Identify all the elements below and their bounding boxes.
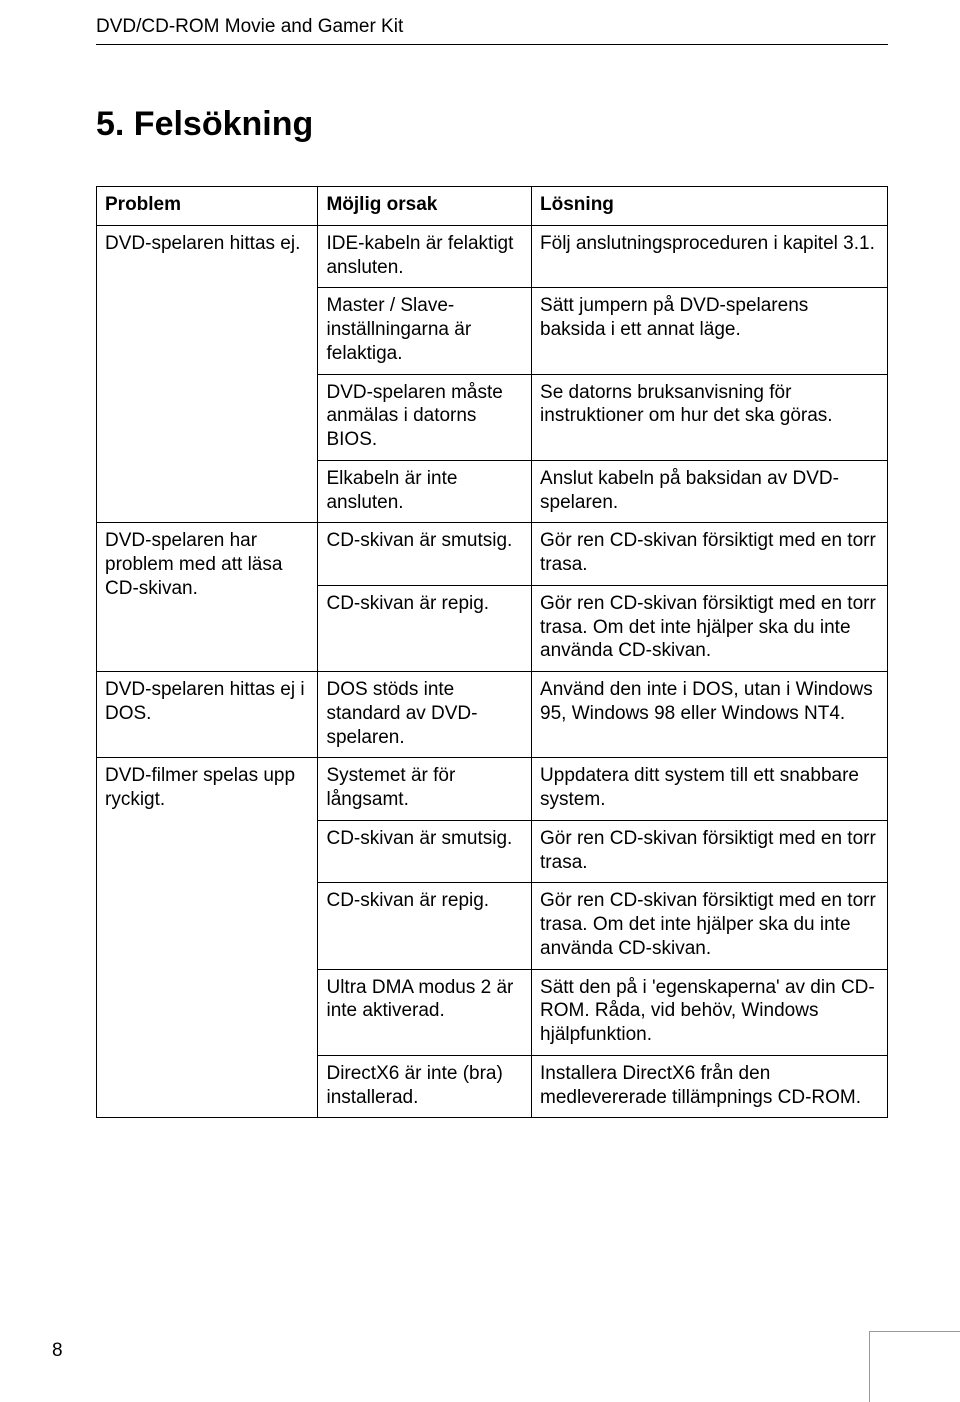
cell-cause: Systemet är för långsamt. — [318, 758, 532, 821]
cell-solution: Anslut kabeln på baksidan av DVD-spelare… — [532, 460, 888, 523]
cell-solution: Sätt den på i 'egenskaperna' av din CD-R… — [532, 969, 888, 1055]
cell-cause: Master / Slave-inställningarna är felakt… — [318, 288, 532, 374]
table-header-row: Problem Möjlig orsak Lösning — [97, 187, 888, 226]
cell-solution: Gör ren CD-skivan försiktigt med en torr… — [532, 585, 888, 671]
th-problem: Problem — [97, 187, 318, 226]
cell-problem: DVD-spelaren har problem med att läsa CD… — [97, 523, 318, 672]
th-cause: Möjlig orsak — [318, 187, 532, 226]
cell-cause: CD-skivan är repig. — [318, 585, 532, 671]
table-row: DVD-spelaren hittas ej i DOS. DOS stöds … — [97, 672, 888, 758]
cell-problem: DVD-filmer spelas upp ryckigt. — [97, 758, 318, 1118]
cell-cause: CD-skivan är smutsig. — [318, 820, 532, 883]
page-number: 8 — [52, 1340, 63, 1362]
section-title: 5. Felsökning — [96, 105, 888, 144]
page: DVD/CD-ROM Movie and Gamer Kit 5. Felsök… — [0, 0, 960, 1402]
cell-cause: Elkabeln är inte ansluten. — [318, 460, 532, 523]
cell-cause: CD-skivan är repig. — [318, 883, 532, 969]
cell-solution: Gör ren CD-skivan försiktigt med en torr… — [532, 820, 888, 883]
page-corner-decoration — [870, 1332, 960, 1402]
cell-solution: Sätt jumpern på DVD-spelarens baksida i … — [532, 288, 888, 374]
cell-solution: Uppdatera ditt system till ett snabbare … — [532, 758, 888, 821]
cell-solution: Se datorns bruksanvisning för instruktio… — [532, 374, 888, 460]
cell-solution: Installera DirectX6 från den medleverera… — [532, 1055, 888, 1118]
cell-cause: CD-skivan är smutsig. — [318, 523, 532, 586]
cell-problem: DVD-spelaren hittas ej i DOS. — [97, 672, 318, 758]
cell-cause: IDE-kabeln är felaktigt ansluten. — [318, 225, 532, 288]
cell-problem: DVD-spelaren hittas ej. — [97, 225, 318, 523]
cell-cause: DVD-spelaren måste anmälas i datorns BIO… — [318, 374, 532, 460]
cell-solution: Gör ren CD-skivan försiktigt med en torr… — [532, 883, 888, 969]
running-header: DVD/CD-ROM Movie and Gamer Kit — [96, 16, 888, 45]
th-solution: Lösning — [532, 187, 888, 226]
cell-cause: DirectX6 är inte (bra) installerad. — [318, 1055, 532, 1118]
table-row: DVD-spelaren har problem med att läsa CD… — [97, 523, 888, 586]
cell-solution: Gör ren CD-skivan försiktigt med en torr… — [532, 523, 888, 586]
cell-solution: Använd den inte i DOS, utan i Windows 95… — [532, 672, 888, 758]
troubleshoot-table: Problem Möjlig orsak Lösning DVD-spelare… — [96, 186, 888, 1118]
cell-cause: DOS stöds inte standard av DVD-spelaren. — [318, 672, 532, 758]
cell-cause: Ultra DMA modus 2 är inte aktiverad. — [318, 969, 532, 1055]
table-row: DVD-spelaren hittas ej. IDE-kabeln är fe… — [97, 225, 888, 288]
cell-solution: Följ anslutningsproceduren i kapitel 3.1… — [532, 225, 888, 288]
table-row: DVD-filmer spelas upp ryckigt. Systemet … — [97, 758, 888, 821]
